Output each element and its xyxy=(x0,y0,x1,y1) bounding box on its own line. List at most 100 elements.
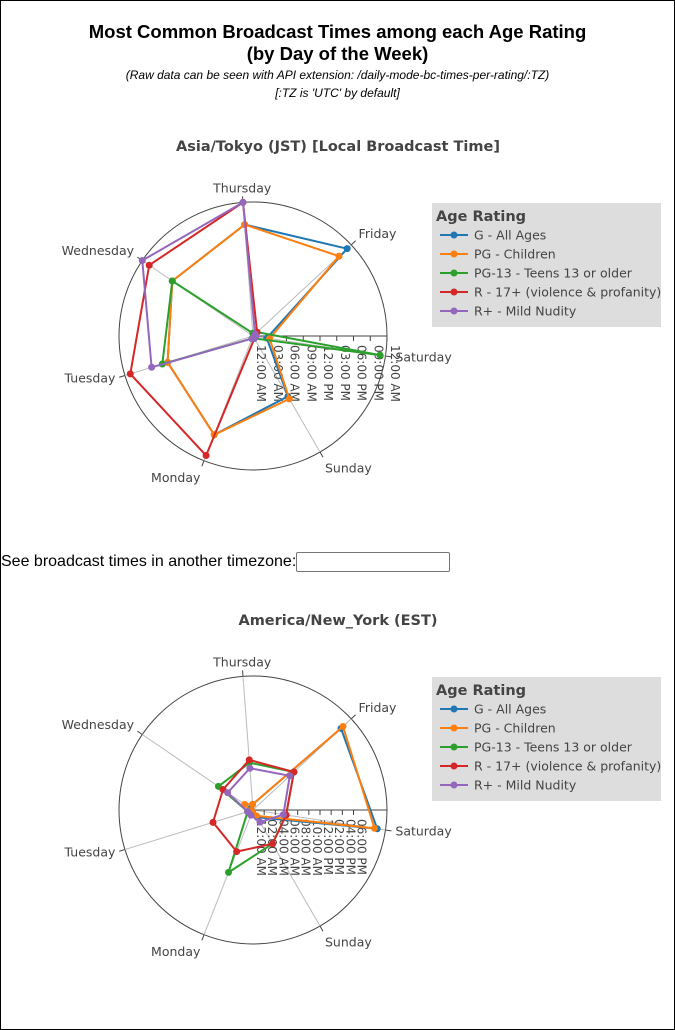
legend-label: G - All Ages xyxy=(474,702,546,717)
axis-label-friday: Friday xyxy=(359,226,397,241)
axis-label-monday: Monday xyxy=(151,470,201,485)
api-note-line-1: (Raw data can be seen with API extension… xyxy=(125,68,550,82)
legend-title: Age Rating xyxy=(436,683,526,699)
legend-label: R - 17+ (violence & profanity) xyxy=(474,759,661,774)
axis-label-saturday: Saturday xyxy=(395,823,452,838)
legend-item: PG - Children xyxy=(440,247,556,262)
data-point-wednesday xyxy=(224,789,232,797)
spoke-line xyxy=(242,676,254,811)
radial-tick-label: 06:00 PM xyxy=(355,819,369,875)
legend-swatch-marker xyxy=(450,705,458,713)
legend-swatch-marker xyxy=(450,724,458,732)
axis-label-thursday: Thursday xyxy=(212,654,272,669)
legend-item: R - 17+ (violence & profanity) xyxy=(440,759,661,774)
data-point-sunday xyxy=(256,818,264,826)
radial-tick-label: 04:00 AM xyxy=(276,819,290,876)
legend-swatch-marker xyxy=(450,743,458,751)
data-point-thursday xyxy=(245,756,253,764)
legend-item: PG-13 - Teens 13 or older xyxy=(440,740,633,755)
data-point-tuesday xyxy=(209,818,217,826)
legend-label: PG - Children xyxy=(474,721,556,736)
radial-tick-label: 04:00 PM xyxy=(343,819,357,875)
data-point-wednesday xyxy=(145,261,153,269)
legend-title: Age Rating xyxy=(436,209,526,225)
page-title-line-2: (by Day of the Week) xyxy=(246,43,429,64)
data-point-saturday xyxy=(376,351,384,359)
legend-swatch-marker xyxy=(450,269,458,277)
spoke-tick xyxy=(350,714,356,720)
legend: Age Rating G - All Ages PG - Children PG-13… xyxy=(432,677,661,801)
axis-label-friday: Friday xyxy=(359,700,397,715)
spoke-tick xyxy=(350,240,356,246)
radial-tick-label: 06:00 PM xyxy=(355,345,369,401)
series-line xyxy=(141,200,257,369)
timezone-label: See broadcast times in another timezone: xyxy=(1,553,297,570)
data-point-saturday xyxy=(252,332,260,340)
data-point-wednesday xyxy=(138,257,146,265)
data-point-sunday xyxy=(269,840,277,848)
radial-tick-label: 12:00 AM xyxy=(254,819,268,876)
axis-label-tuesday: Tuesday xyxy=(64,844,116,859)
series-r-17-violence-profanity xyxy=(209,756,298,856)
data-point-thursday xyxy=(246,764,254,772)
data-point-friday xyxy=(343,245,351,253)
legend-item: R+ - Mild Nudity xyxy=(440,778,577,793)
legend-swatch-marker xyxy=(450,781,458,789)
spoke-tick xyxy=(137,730,143,735)
radial-tick-label: 06:00 AM xyxy=(288,345,302,402)
spoke-tick xyxy=(385,355,392,358)
legend-item: PG - Children xyxy=(440,721,556,736)
spoke-tick xyxy=(201,934,205,941)
data-point-tuesday xyxy=(244,808,252,816)
axis-label-thursday: Thursday xyxy=(212,180,272,195)
axis-label-saturday: Saturday xyxy=(395,349,452,364)
legend-swatch-marker xyxy=(450,288,458,296)
legend-item: G - All Ages xyxy=(440,228,546,243)
legend-item: PG-13 - Teens 13 or older xyxy=(440,266,633,281)
series-r-mild-nudity xyxy=(224,764,294,826)
radial-tick-label: 03:00 PM xyxy=(338,345,352,401)
legend-background xyxy=(432,203,661,327)
series-r-mild-nudity xyxy=(138,198,260,371)
legend-label: R+ - Mild Nudity xyxy=(474,304,577,319)
series-pg-children xyxy=(164,221,343,439)
data-point-thursday xyxy=(249,800,257,808)
series-line xyxy=(211,758,296,853)
legend-item: G - All Ages xyxy=(440,702,546,717)
legend-swatch-marker xyxy=(450,762,458,770)
legend-label: R - 17+ (violence & profanity) xyxy=(474,285,661,300)
timezone-input[interactable] xyxy=(296,552,451,572)
legend-swatch-marker xyxy=(450,231,458,239)
radial-tick-label: 12:00 AM xyxy=(254,345,268,402)
data-point-tuesday xyxy=(148,363,156,371)
axis-label-monday: Monday xyxy=(151,944,201,959)
chart-title: America/New_York (EST) xyxy=(238,613,437,629)
radial-tick-label: 09:00 PM xyxy=(371,345,385,401)
radial-tick-label: 08:00 AM xyxy=(299,819,313,876)
axis-label-tuesday: Tuesday xyxy=(64,370,116,385)
chart-title: Asia/Tokyo (JST) [Local Broadcast Time] xyxy=(176,139,500,155)
data-point-saturday xyxy=(370,824,378,832)
radial-tick-label: 12:00 AM xyxy=(388,345,402,402)
radial-tick-label: 02:00 AM xyxy=(265,819,279,876)
spoke-line xyxy=(142,734,254,811)
legend-label: PG - Children xyxy=(474,247,556,262)
api-note-line-2: [:TZ is 'UTC' by default] xyxy=(275,86,400,100)
timezone-selector: See broadcast times in another timezone: xyxy=(1,552,451,572)
radial-tick-label: 12:00 PM xyxy=(321,345,335,401)
radial-tick-label: 10:00 AM xyxy=(310,819,324,876)
radial-tick-label: 06:00 AM xyxy=(288,819,302,876)
data-point-sunday xyxy=(285,395,293,403)
series-line xyxy=(166,223,341,437)
angular-axis-labels: Sunday Monday Tuesday Wednesday Thursday Frid… xyxy=(62,180,453,485)
page-title: Most Common Broadcast Times among each A… xyxy=(1,21,674,65)
spoke-tick xyxy=(319,925,324,932)
axis-label-wednesday: Wednesday xyxy=(62,243,135,258)
legend-swatch-marker xyxy=(450,250,458,258)
legend-label: R+ - Mild Nudity xyxy=(474,778,577,793)
spoke-line xyxy=(124,809,254,850)
legend-label: G - All Ages xyxy=(474,228,546,243)
spoke-tick xyxy=(385,829,392,832)
spoke-tick xyxy=(119,375,126,378)
